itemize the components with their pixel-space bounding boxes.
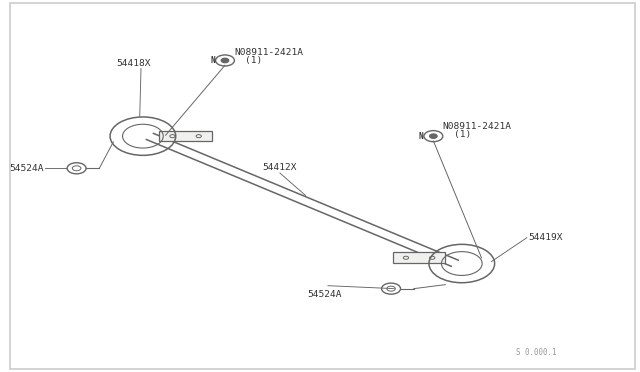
Text: N08911-2421A: N08911-2421A	[234, 48, 303, 57]
Text: 54418X: 54418X	[116, 59, 150, 68]
Text: (1): (1)	[454, 131, 471, 140]
Text: (1): (1)	[245, 56, 262, 65]
Text: N08911-2421A: N08911-2421A	[443, 122, 512, 131]
Text: S 0.000.1: S 0.000.1	[516, 347, 557, 357]
Bar	[159, 131, 212, 141]
Text: 54524A: 54524A	[307, 290, 341, 299]
Text: 54524A: 54524A	[9, 164, 44, 173]
Text: N: N	[211, 56, 215, 65]
Circle shape	[221, 58, 228, 62]
Text: 54419X: 54419X	[528, 233, 563, 242]
Bar	[393, 253, 445, 263]
Circle shape	[429, 134, 437, 138]
Text: N: N	[419, 132, 423, 141]
Text: 54412X: 54412X	[262, 163, 297, 172]
